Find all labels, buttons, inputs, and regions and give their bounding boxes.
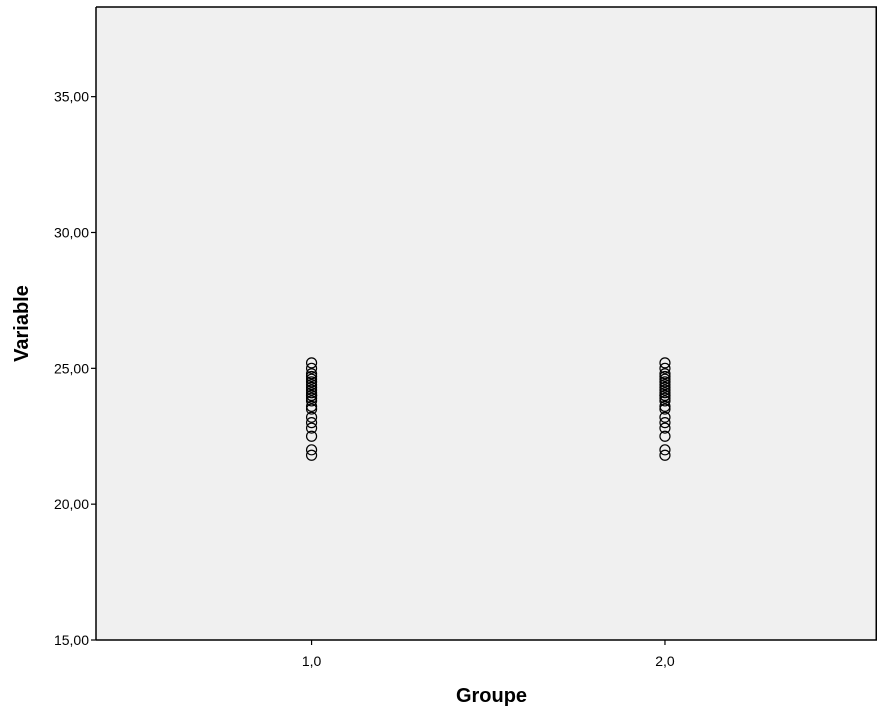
y-tick-label: 35,00 — [54, 89, 89, 105]
axes — [95, 6, 877, 641]
data-point — [305, 381, 318, 393]
data-point — [659, 373, 671, 385]
data-point — [659, 449, 671, 461]
data-point — [659, 368, 671, 380]
data-point — [305, 368, 318, 380]
data-point — [659, 417, 671, 429]
data-point — [659, 444, 671, 456]
data-point — [659, 389, 671, 402]
data-point — [305, 403, 318, 415]
data-points — [305, 357, 671, 461]
data-point — [305, 400, 318, 412]
data-point — [659, 387, 671, 399]
data-point — [305, 376, 318, 388]
data-point — [305, 430, 318, 442]
data-point — [659, 357, 671, 369]
data-point — [659, 395, 671, 407]
data-point — [659, 384, 671, 396]
x-axis-title: Groupe — [456, 685, 527, 707]
data-point — [305, 389, 318, 402]
data-point — [305, 387, 318, 399]
data-point — [659, 376, 671, 388]
x-tick-label: 2,0 — [655, 653, 675, 669]
data-point — [659, 381, 671, 393]
data-point — [305, 357, 318, 369]
y-tick-label: 25,00 — [54, 360, 89, 376]
data-point — [305, 379, 318, 391]
data-point — [659, 422, 671, 434]
data-point — [659, 362, 671, 374]
data-point — [659, 400, 671, 412]
data-point — [659, 379, 671, 391]
data-point — [659, 411, 671, 423]
y-tick-label: 15,00 — [54, 632, 89, 648]
data-point — [305, 411, 318, 423]
data-point — [305, 370, 318, 383]
data-point — [659, 370, 671, 383]
y-ticks: 15,00 20,00 25,00 30,00 35,00 — [54, 89, 96, 648]
x-tick-label: 1,0 — [302, 653, 322, 669]
plot-background — [96, 7, 877, 640]
data-point — [305, 392, 318, 404]
data-point — [659, 392, 671, 404]
data-point — [305, 422, 318, 434]
data-point — [659, 430, 671, 442]
data-point — [659, 403, 671, 415]
data-point — [305, 395, 318, 407]
data-point — [305, 362, 318, 374]
x-ticks: 1,0 2,0 — [302, 640, 675, 669]
data-point — [305, 444, 318, 456]
y-tick-label: 20,00 — [54, 496, 89, 512]
data-point — [305, 417, 318, 429]
y-tick-label: 30,00 — [54, 224, 89, 240]
data-point — [305, 373, 318, 385]
y-axis-title: Variable — [11, 285, 33, 362]
data-point — [305, 449, 318, 461]
data-point — [305, 384, 318, 396]
